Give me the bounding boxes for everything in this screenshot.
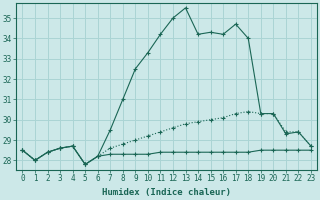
X-axis label: Humidex (Indice chaleur): Humidex (Indice chaleur) [102, 188, 231, 197]
